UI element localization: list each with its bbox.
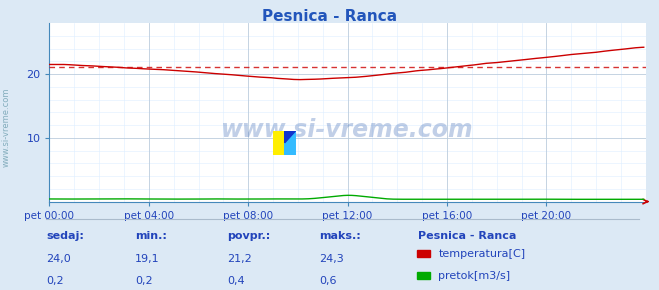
Polygon shape	[285, 130, 296, 155]
Polygon shape	[285, 130, 296, 143]
Bar	[417, 272, 430, 279]
Text: 21,2: 21,2	[227, 254, 252, 264]
Text: Pesnica - Ranca: Pesnica - Ranca	[262, 9, 397, 24]
Text: temperatura[C]: temperatura[C]	[438, 249, 525, 259]
Text: 0,4: 0,4	[227, 276, 245, 286]
Text: 0,2: 0,2	[135, 276, 153, 286]
Bar	[417, 250, 430, 257]
Text: sedaj:: sedaj:	[46, 231, 84, 240]
Text: 19,1: 19,1	[135, 254, 159, 264]
Text: min.:: min.:	[135, 231, 167, 240]
Text: maks.:: maks.:	[320, 231, 361, 240]
Text: 0,2: 0,2	[46, 276, 64, 286]
Text: www.si-vreme.com: www.si-vreme.com	[2, 88, 11, 167]
Bar	[273, 130, 285, 155]
Text: 24,0: 24,0	[46, 254, 71, 264]
Text: Pesnica - Ranca: Pesnica - Ranca	[418, 231, 517, 240]
Text: 0,6: 0,6	[320, 276, 337, 286]
Text: povpr.:: povpr.:	[227, 231, 271, 240]
Text: pretok[m3/s]: pretok[m3/s]	[438, 271, 510, 281]
Text: 24,3: 24,3	[320, 254, 345, 264]
Text: www.si-vreme.com: www.si-vreme.com	[221, 118, 474, 142]
